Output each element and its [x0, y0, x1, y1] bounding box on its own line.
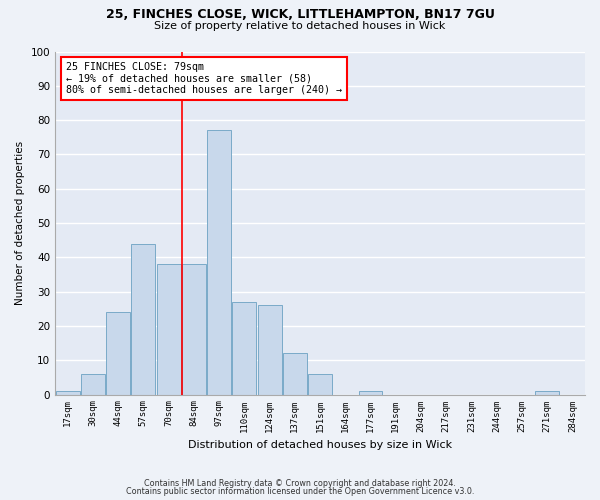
Text: Contains HM Land Registry data © Crown copyright and database right 2024.: Contains HM Land Registry data © Crown c…: [144, 478, 456, 488]
Text: Contains public sector information licensed under the Open Government Licence v3: Contains public sector information licen…: [126, 487, 474, 496]
Bar: [81, 374, 105, 394]
Bar: [308, 374, 332, 394]
Bar: [232, 302, 256, 394]
Bar: [56, 391, 80, 394]
X-axis label: Distribution of detached houses by size in Wick: Distribution of detached houses by size …: [188, 440, 452, 450]
Text: 25, FINCHES CLOSE, WICK, LITTLEHAMPTON, BN17 7GU: 25, FINCHES CLOSE, WICK, LITTLEHAMPTON, …: [106, 8, 494, 20]
Bar: [182, 264, 206, 394]
Text: Size of property relative to detached houses in Wick: Size of property relative to detached ho…: [154, 21, 446, 31]
Bar: [257, 306, 281, 394]
Bar: [131, 244, 155, 394]
Bar: [283, 354, 307, 395]
Bar: [106, 312, 130, 394]
Bar: [359, 391, 382, 394]
Y-axis label: Number of detached properties: Number of detached properties: [15, 141, 25, 305]
Bar: [535, 391, 559, 394]
Bar: [157, 264, 181, 394]
Text: 25 FINCHES CLOSE: 79sqm
← 19% of detached houses are smaller (58)
80% of semi-de: 25 FINCHES CLOSE: 79sqm ← 19% of detache…: [65, 62, 341, 95]
Bar: [207, 130, 231, 394]
